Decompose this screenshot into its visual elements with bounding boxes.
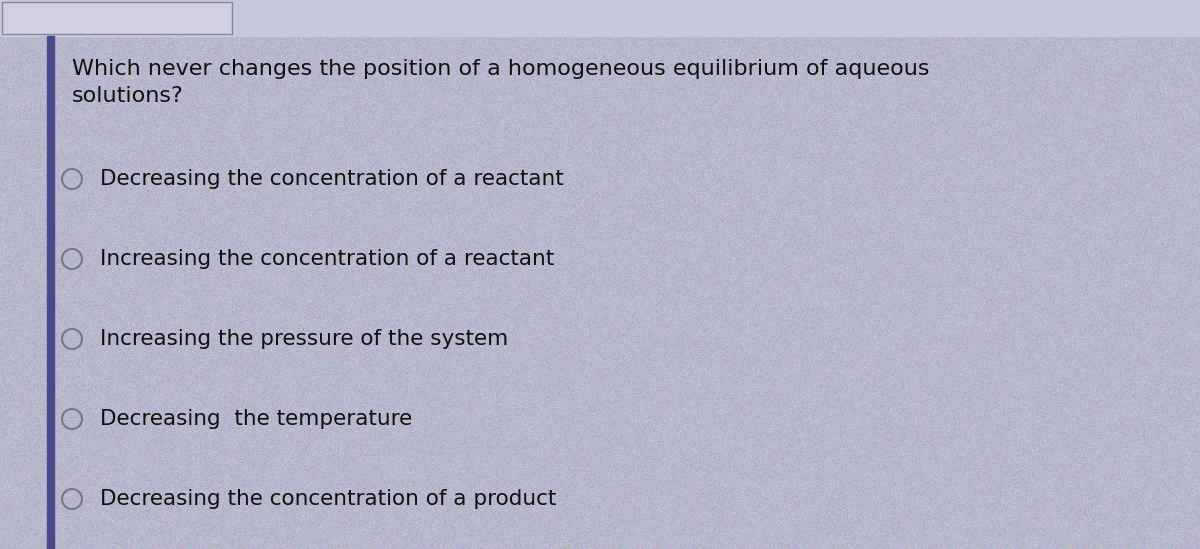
Text: Decreasing the concentration of a product: Decreasing the concentration of a produc… — [100, 489, 557, 509]
Bar — [0, 0, 1200, 36]
Bar — [47, 36, 54, 549]
Text: Decreasing the concentration of a reactant: Decreasing the concentration of a reacta… — [100, 169, 564, 189]
Text: Which never changes the position of a homogeneous equilibrium of aqueous
solutio: Which never changes the position of a ho… — [72, 59, 930, 106]
Text: Decreasing  the temperature: Decreasing the temperature — [100, 409, 413, 429]
Text: Increasing the concentration of a reactant: Increasing the concentration of a reacta… — [100, 249, 554, 269]
FancyBboxPatch shape — [2, 2, 232, 34]
Text: Increasing the pressure of the system: Increasing the pressure of the system — [100, 329, 509, 349]
